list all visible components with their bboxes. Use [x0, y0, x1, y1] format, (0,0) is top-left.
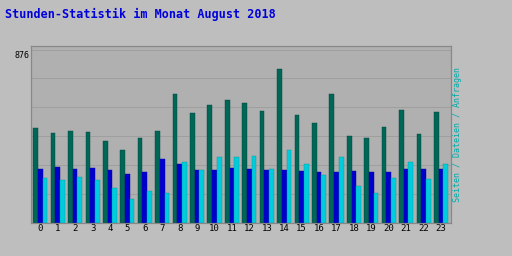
Bar — [130, 199, 135, 223]
Bar — [164, 194, 169, 223]
Bar — [426, 179, 431, 223]
Text: Stunden-Statistik im Monat August 2018: Stunden-Statistik im Monat August 2018 — [5, 8, 276, 21]
Bar — [42, 178, 47, 223]
Bar — [103, 141, 108, 223]
Bar — [147, 191, 152, 223]
Bar — [421, 169, 426, 223]
Bar — [212, 170, 217, 223]
Bar — [252, 156, 257, 223]
Bar — [225, 100, 229, 223]
Bar — [33, 128, 38, 223]
Bar — [120, 150, 125, 223]
Bar — [347, 136, 352, 223]
Bar — [160, 159, 164, 223]
Bar — [364, 138, 369, 223]
Bar — [90, 168, 95, 223]
Bar — [294, 115, 299, 223]
Bar — [60, 180, 65, 223]
Bar — [356, 186, 361, 223]
Bar — [299, 171, 304, 223]
Bar — [95, 180, 100, 223]
Bar — [229, 168, 234, 223]
Bar — [77, 177, 82, 223]
Bar — [242, 103, 247, 223]
Bar — [182, 162, 187, 223]
Bar — [334, 172, 339, 223]
Bar — [282, 170, 287, 223]
Bar — [177, 164, 182, 223]
Bar — [409, 162, 413, 223]
Bar — [312, 123, 317, 223]
Bar — [329, 94, 334, 223]
Bar — [381, 127, 387, 223]
Bar — [51, 133, 55, 223]
Bar — [125, 174, 130, 223]
Bar — [339, 157, 344, 223]
Bar — [142, 172, 147, 223]
Bar — [443, 164, 448, 223]
Bar — [304, 164, 309, 223]
Bar — [416, 134, 421, 223]
Bar — [68, 131, 73, 223]
Bar — [155, 131, 160, 223]
Bar — [391, 178, 396, 223]
Bar — [269, 169, 274, 223]
Bar — [387, 172, 391, 223]
Bar — [195, 170, 200, 223]
Bar — [112, 188, 117, 223]
Bar — [138, 138, 142, 223]
Bar — [207, 105, 212, 223]
Bar — [217, 157, 222, 223]
Bar — [322, 175, 326, 223]
Bar — [374, 193, 378, 223]
Bar — [434, 112, 439, 223]
Bar — [73, 169, 77, 223]
Bar — [404, 169, 409, 223]
Bar — [190, 113, 195, 223]
Bar — [234, 157, 239, 223]
Bar — [247, 169, 252, 223]
Bar — [108, 170, 112, 223]
Bar — [38, 169, 42, 223]
Bar — [439, 169, 443, 223]
Bar — [317, 172, 322, 223]
Bar — [399, 110, 404, 223]
Bar — [55, 167, 60, 223]
Bar — [352, 171, 356, 223]
Bar — [200, 170, 204, 223]
Bar — [287, 150, 291, 223]
Bar — [260, 111, 264, 223]
Bar — [369, 172, 374, 223]
Bar — [277, 69, 282, 223]
Bar — [173, 94, 177, 223]
Bar — [86, 132, 90, 223]
Y-axis label: Seiten / Dateien / Anfragen: Seiten / Dateien / Anfragen — [453, 67, 462, 202]
Bar — [264, 170, 269, 223]
